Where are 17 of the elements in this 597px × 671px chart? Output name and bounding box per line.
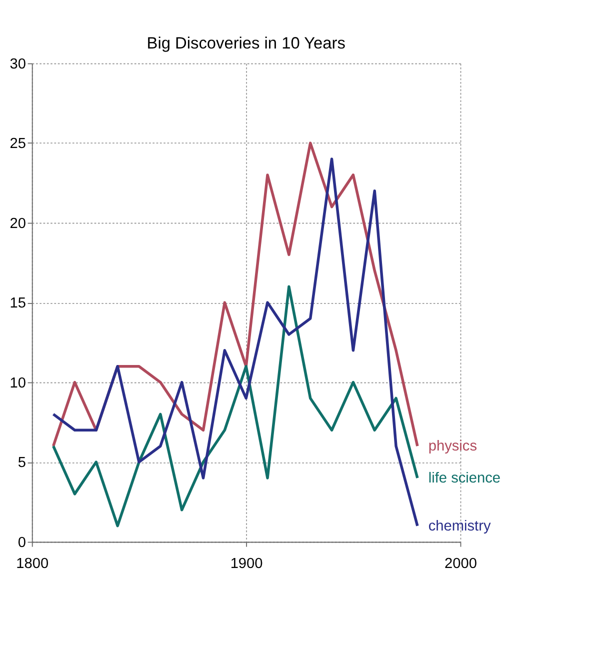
y-tick-label: 25 bbox=[10, 136, 26, 152]
y-tick-label: 10 bbox=[10, 375, 26, 392]
line-series bbox=[52, 142, 419, 448]
y-tick-label: 5 bbox=[18, 455, 26, 472]
x-tick-label: 1800 bbox=[16, 556, 49, 572]
line-series bbox=[52, 285, 419, 528]
series-label: physics bbox=[428, 438, 478, 455]
y-tick-label: 30 bbox=[10, 56, 26, 72]
x-tick-label: 1900 bbox=[230, 556, 263, 572]
series-label: life science bbox=[428, 470, 501, 487]
y-tick-label: 20 bbox=[10, 216, 26, 232]
line-series bbox=[52, 158, 419, 528]
y-tick-label: 15 bbox=[10, 296, 26, 312]
chart-title: Big Discoveries in 10 Years bbox=[146, 34, 346, 53]
series-label: chemistry bbox=[428, 518, 492, 534]
x-tick-label: 2000 bbox=[444, 556, 477, 572]
y-tick-label: 0 bbox=[18, 534, 26, 551]
